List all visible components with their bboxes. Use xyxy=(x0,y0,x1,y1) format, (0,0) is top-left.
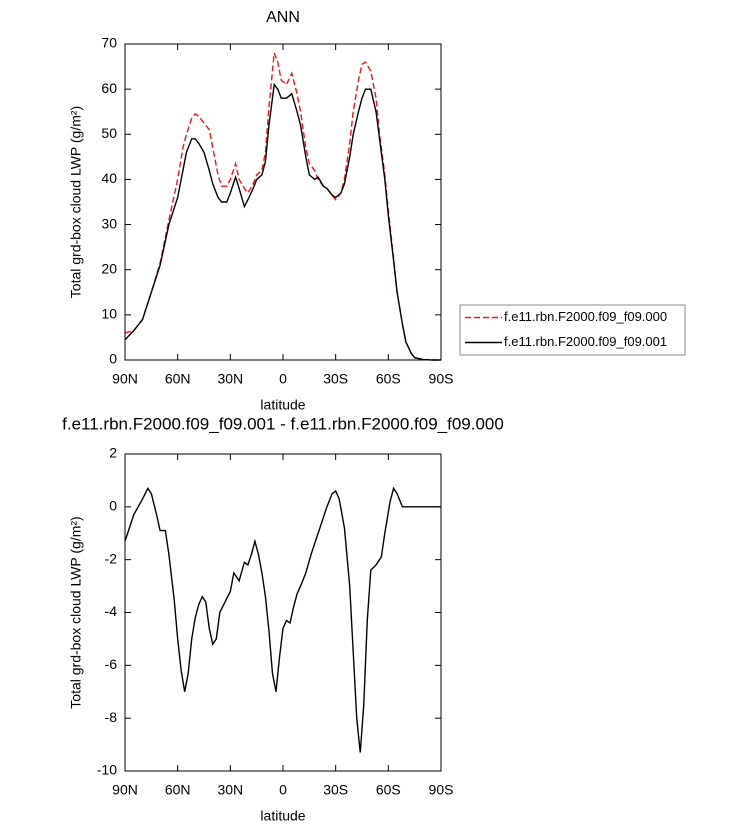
y-axis-label: Total grd-box cloud LWP (g/m²) xyxy=(68,106,84,298)
x-tick-label: 30N xyxy=(217,371,243,387)
x-tick-label: 30S xyxy=(323,371,348,387)
legend-label: f.e11.rbn.F2000.f09_f09.000 xyxy=(504,309,667,324)
y-tick-label: 60 xyxy=(101,80,117,96)
y-tick-label: -4 xyxy=(105,603,118,619)
x-tick-label: 90N xyxy=(112,782,138,798)
y-tick-label: 70 xyxy=(101,35,117,51)
x-tick-label: 60S xyxy=(376,371,401,387)
y-tick-label: 2 xyxy=(109,445,117,461)
x-tick-label: 60S xyxy=(376,782,401,798)
x-tick-label: 90S xyxy=(429,371,454,387)
x-tick-label: 30S xyxy=(323,782,348,798)
plot-frame xyxy=(124,453,442,772)
y-tick-label: 30 xyxy=(101,215,117,231)
y-tick-label: 10 xyxy=(101,306,117,322)
plot-frame xyxy=(124,43,442,361)
data-line xyxy=(124,486,441,753)
x-tick-label: 60N xyxy=(165,371,191,387)
x-axis-label: latitude xyxy=(260,808,305,824)
y-tick-label: -8 xyxy=(105,709,118,725)
y-tick-label: 20 xyxy=(101,260,117,276)
y-tick-label: -2 xyxy=(105,550,118,566)
x-tick-label: 90S xyxy=(429,782,454,798)
legend-label: f.e11.rbn.F2000.f09_f09.001 xyxy=(504,334,667,349)
y-tick-label: 0 xyxy=(109,351,117,367)
x-tick-label: 30N xyxy=(217,782,243,798)
x-tick-label: 60N xyxy=(165,782,191,798)
y-tick-label: 0 xyxy=(109,498,117,514)
x-tick-label: 0 xyxy=(279,371,287,387)
data-line xyxy=(124,82,441,361)
legend-box xyxy=(459,304,686,356)
y-tick-label: 50 xyxy=(101,125,117,141)
data-line xyxy=(124,52,441,361)
chart-title: ANN xyxy=(266,9,300,26)
y-tick-label: -10 xyxy=(97,762,117,778)
y-tick-label: 40 xyxy=(101,170,117,186)
chart-title: f.e11.rbn.F2000.f09_f09.001 - f.e11.rbn.… xyxy=(62,414,504,433)
x-tick-label: 0 xyxy=(279,782,287,798)
y-tick-label: -6 xyxy=(105,656,118,672)
x-tick-label: 90N xyxy=(112,371,138,387)
x-axis-label: latitude xyxy=(260,397,305,413)
y-axis-label: Total grd-box cloud LWP (g/m²) xyxy=(68,516,84,708)
